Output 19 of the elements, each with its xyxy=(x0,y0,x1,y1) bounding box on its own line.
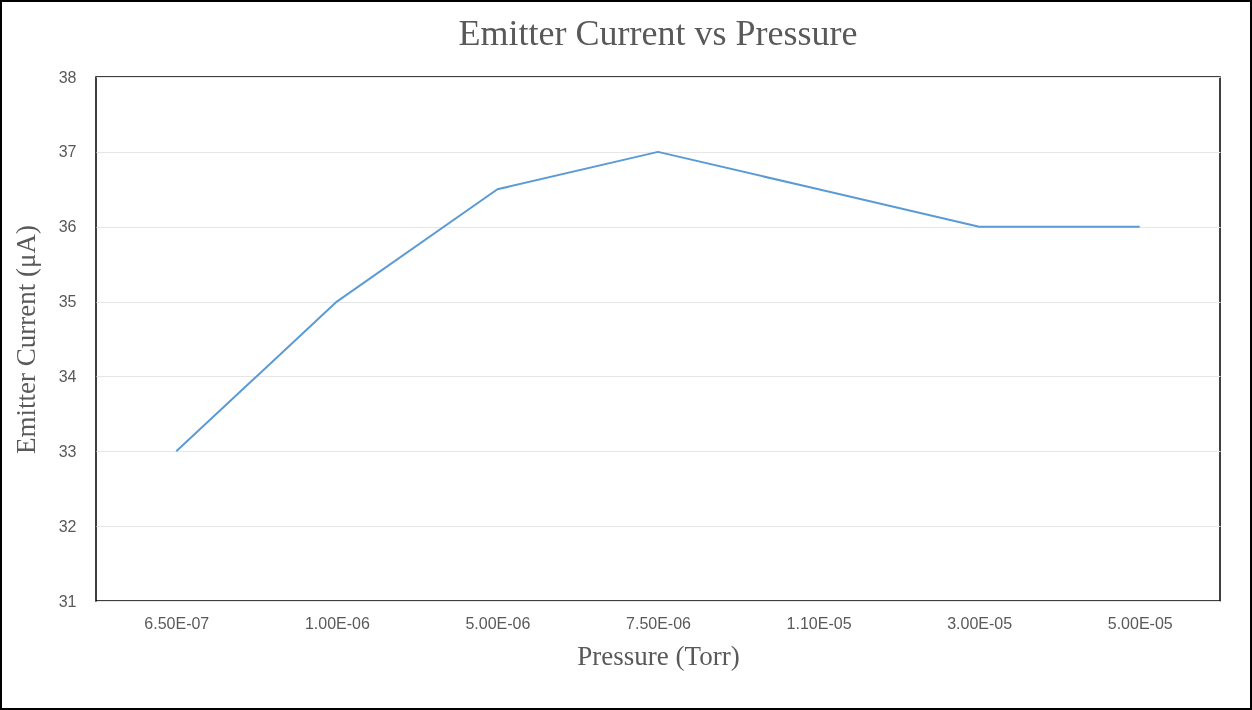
x-tick-label: 7.50E-06 xyxy=(626,614,692,632)
x-tick-label: 6.50E-07 xyxy=(144,614,210,632)
x-tick-label: 3.00E-05 xyxy=(947,614,1013,632)
x-tick-label: 1.00E-06 xyxy=(304,614,370,632)
y-tick-label: 35 xyxy=(58,293,77,311)
y-tick-label: 32 xyxy=(58,517,77,535)
x-tick-label: 5.00E-05 xyxy=(1107,614,1173,632)
y-axis-title: Emitter Current (μA) xyxy=(10,225,41,454)
y-tick-label: 38 xyxy=(58,68,77,86)
x-tick-label: 5.00E-06 xyxy=(465,614,531,632)
y-tick-label: 34 xyxy=(58,367,77,385)
y-tick-label: 37 xyxy=(58,143,77,161)
x-tick-label: 1.10E-05 xyxy=(786,614,852,632)
chart-title: Emitter Current vs Pressure xyxy=(458,13,858,53)
y-tick-label: 33 xyxy=(58,442,77,460)
y-tick-label: 31 xyxy=(58,592,77,610)
line-series xyxy=(175,150,1141,453)
y-tick-label: 36 xyxy=(58,218,77,236)
x-axis-title: Pressure (Torr) xyxy=(577,640,740,671)
